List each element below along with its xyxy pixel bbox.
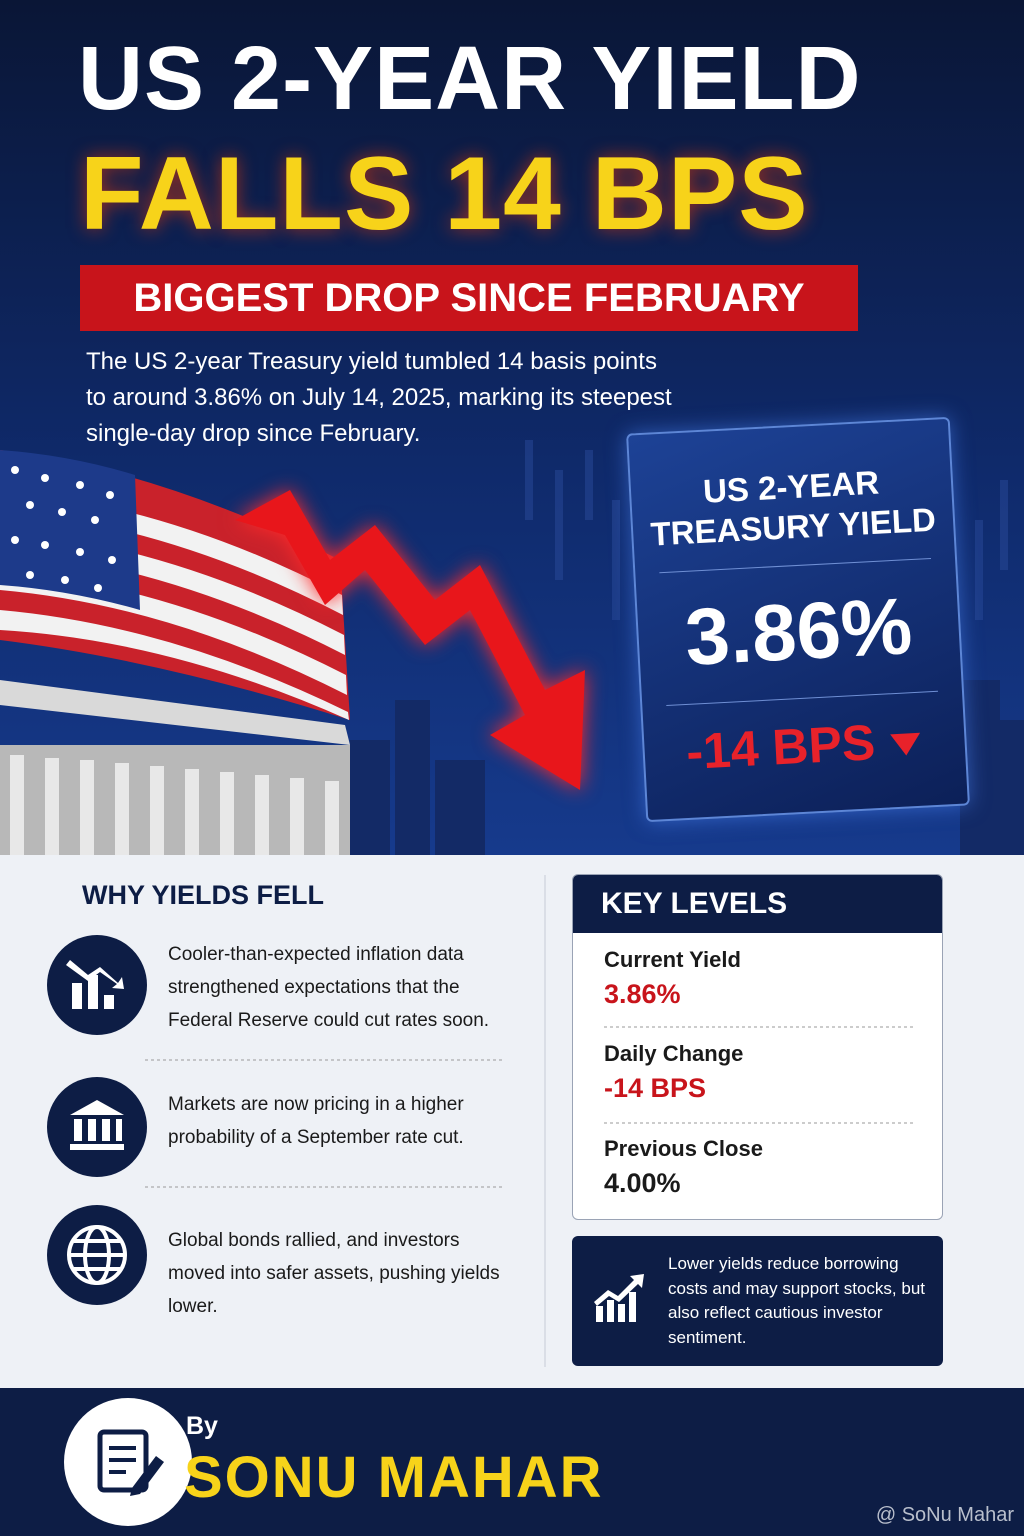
level: Daily Change -14 BPS bbox=[604, 1041, 914, 1104]
flag bbox=[0, 450, 350, 720]
note-text: Lower yields reduce borrowing costs and … bbox=[668, 1254, 926, 1347]
growth-icon bbox=[594, 1274, 644, 1322]
level-value: -14 BPS bbox=[604, 1073, 707, 1103]
key-levels: KEY LEVELS Current Yield 3.86% Daily Chan… bbox=[572, 874, 943, 1220]
watermark: @ SoNu Mahar bbox=[875, 1504, 1014, 1526]
summary-line: single-day drop since February. bbox=[86, 420, 421, 447]
level-label: Previous Close bbox=[604, 1136, 763, 1161]
down-triangle bbox=[890, 732, 921, 756]
footer: By SONU MAHAR @ SoNu Mahar bbox=[0, 1388, 1024, 1536]
why-item: Global bonds rallied, and investors move… bbox=[168, 1230, 500, 1317]
banner: BIGGEST DROP SINCE FEBRUARY bbox=[80, 265, 858, 331]
card-change: -14 BPS bbox=[684, 714, 877, 780]
level: Previous Close 4.00% bbox=[604, 1136, 914, 1199]
by-label: By bbox=[186, 1412, 218, 1440]
note-box: Lower yields reduce borrowing costs and … bbox=[572, 1236, 943, 1366]
down-arrow bbox=[235, 490, 585, 790]
level-value: 4.00% bbox=[604, 1168, 681, 1198]
yield-card: US 2-YEAR TREASURY YIELD 3.86% -14 BPS bbox=[626, 416, 970, 823]
why-title: WHY YIELDS FELL bbox=[82, 880, 325, 910]
why-item: Cooler-than-expected inflation data stre… bbox=[168, 944, 490, 1031]
skyline bbox=[350, 680, 1024, 855]
why-item: Markets are now pricing in a higher prob… bbox=[168, 1094, 464, 1148]
card-title: US 2-YEAR TREASURY YIELD bbox=[630, 459, 954, 556]
summary-line: to around 3.86% on July 14, 2025, markin… bbox=[86, 384, 672, 411]
card-change-row: -14 BPS bbox=[643, 708, 966, 783]
title-line2: FALLS 14 BPS bbox=[80, 136, 809, 252]
building bbox=[0, 680, 350, 855]
globe-icon bbox=[67, 1225, 127, 1285]
summary-line: The US 2-year Treasury yield tumbled 14 … bbox=[86, 348, 657, 375]
why-icons bbox=[47, 875, 546, 1367]
hero-art bbox=[0, 440, 1024, 855]
author: SONU MAHAR bbox=[184, 1445, 604, 1510]
card-value: 3.86% bbox=[659, 557, 938, 707]
summary: The US 2-year Treasury yield tumbled 14 … bbox=[86, 344, 672, 452]
candles bbox=[525, 440, 1008, 620]
level-dividers bbox=[604, 1026, 914, 1124]
author-icon bbox=[64, 1398, 192, 1526]
bank-icon bbox=[70, 1100, 124, 1150]
key-levels-title: KEY LEVELS bbox=[573, 875, 942, 933]
hero: US 2-YEAR YIELD FALLS 14 BPS BIGGEST DRO… bbox=[0, 0, 1024, 855]
level-label: Current Yield bbox=[604, 947, 741, 972]
chart-icon bbox=[66, 960, 124, 1009]
level: Current Yield 3.86% bbox=[604, 947, 914, 1010]
level-label: Daily Change bbox=[604, 1041, 744, 1066]
level-value: 3.86% bbox=[604, 979, 681, 1009]
title-line1: US 2-YEAR YIELD bbox=[78, 29, 862, 129]
